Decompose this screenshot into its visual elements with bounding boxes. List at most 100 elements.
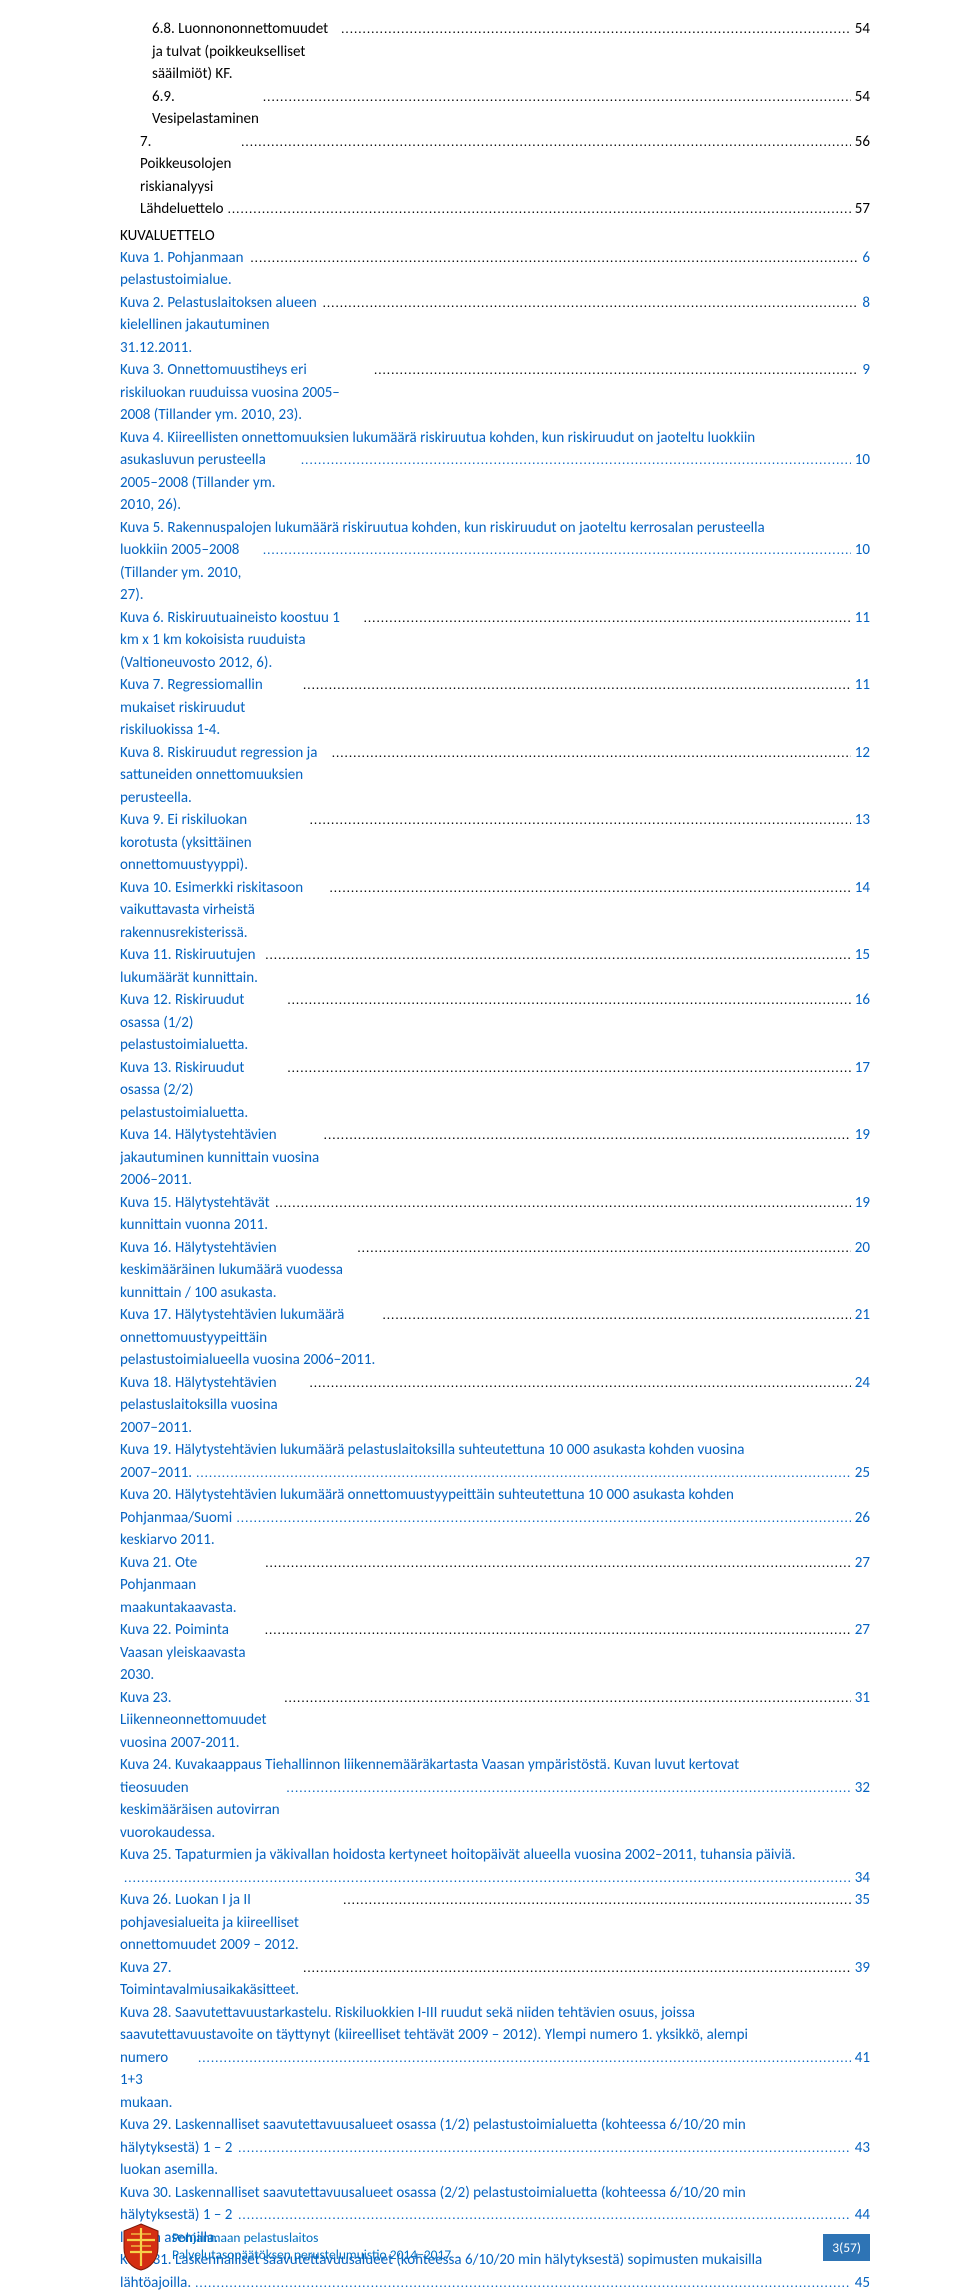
figure-entry[interactable]: Kuva 5. Rakennuspalojen lukumäärä riskir…: [120, 517, 870, 607]
figure-entry-label: Kuva 28. Saavutettavuustarkastelu. Riski…: [120, 2002, 870, 2025]
figure-entry-label: Kuva 16. Hälytystehtävien keskimääräinen…: [120, 1237, 353, 1305]
figure-entry-label: Kuva 9. Ei riskiluokan korotusta (yksitt…: [120, 809, 306, 877]
figure-entry[interactable]: Kuva 1. Pohjanmaan pelastustoimialue. 6: [120, 247, 870, 292]
kuvaluettelo-heading: KUVALUETTELO: [120, 227, 870, 245]
figure-entry-page: 43: [855, 2137, 870, 2160]
leader-dots: [250, 247, 858, 270]
figure-entry-label: Kuva 25. Tapaturmien ja väkivallan hoido…: [120, 1844, 870, 1867]
toc-entry-label: 6.9. Vesipelastaminen: [152, 86, 259, 131]
leader-dots: [382, 1304, 850, 1327]
figure-entry[interactable]: Kuva 2. Pelastuslaitoksen alueen kielell…: [120, 292, 870, 360]
footer-line1: Pohjanmaan pelastuslaitos: [172, 2230, 451, 2247]
figure-entry-label: Kuva 5. Rakennuspalojen lukumäärä riskir…: [120, 517, 870, 540]
figure-entry[interactable]: Kuva 21. Ote Pohjanmaan maakuntakaavasta…: [120, 1552, 870, 1620]
leader-dots: [238, 2137, 851, 2160]
leader-dots: [303, 674, 851, 697]
leader-dots: [275, 1192, 851, 1215]
figure-entry-page: 17: [855, 1057, 870, 1080]
figure-entry[interactable]: Kuva 11. Riskiruutujen lukumäärät kunnit…: [120, 944, 870, 989]
figure-entry-label: Kuva 12. Riskiruudut osassa (1/2) pelast…: [120, 989, 283, 1057]
toc-entry-page: 54: [855, 86, 870, 109]
figure-entry[interactable]: Kuva 22. Poiminta Vaasan yleiskaavasta 2…: [120, 1619, 870, 1687]
figure-entry[interactable]: Kuva 4. Kiireellisten onnettomuuksien lu…: [120, 427, 870, 517]
figure-entry-label: Kuva 6. Riskiruutuaineisto koostuu 1 km …: [120, 607, 360, 675]
footer-text: Pohjanmaan pelastuslaitos Palvelutasopää…: [172, 2230, 451, 2264]
figure-entry-label-cont: hälytyksestä) 1 – 2 luokan asemilla.: [120, 2137, 234, 2182]
toc-entry[interactable]: 6.9. Vesipelastaminen 54: [120, 86, 870, 131]
figure-entry[interactable]: Kuva 18. Hälytystehtävien pelastuslaitok…: [120, 1372, 870, 1440]
figure-entry[interactable]: Kuva 15. Hälytystehtävät kunnittain vuon…: [120, 1192, 870, 1237]
figure-entry[interactable]: Kuva 29. Laskennalliset saavutettavuusal…: [120, 2114, 870, 2182]
toc-entry[interactable]: 6.8. Luonnononnettomuudet ja tulvat (poi…: [120, 18, 870, 86]
leader-dots: [237, 1507, 851, 1530]
leader-dots: [198, 2047, 851, 2070]
figure-entry-page: 8: [862, 292, 870, 315]
figure-entry[interactable]: Kuva 13. Riskiruudut osassa (2/2) pelast…: [120, 1057, 870, 1125]
figure-entry-page: 10: [855, 449, 870, 472]
figure-entry[interactable]: Kuva 16. Hälytystehtävien keskimääräinen…: [120, 1237, 870, 1305]
figure-entry-label: Kuva 24. Kuvakaappaus Tiehallinnon liike…: [120, 1754, 870, 1777]
leader-dots: [343, 1889, 851, 1912]
figure-entry-label: Kuva 17. Hälytystehtävien lukumäärä onne…: [120, 1304, 378, 1372]
leader-dots: [324, 1124, 851, 1147]
figure-entry-label: Kuva 3. Onnettomuustiheys eri riskiluoka…: [120, 359, 370, 427]
figure-entry-page: 25: [855, 1462, 870, 1485]
leader-dots: [303, 1957, 851, 1980]
figure-entry-label-cont: tieosuuden keskimääräisen autovirran vuo…: [120, 1777, 282, 1845]
figure-entry[interactable]: Kuva 3. Onnettomuustiheys eri riskiluoka…: [120, 359, 870, 427]
figure-entry[interactable]: Kuva 17. Hälytystehtävien lukumäärä onne…: [120, 1304, 870, 1372]
toc-entry-page: 56: [855, 131, 870, 154]
figure-entry-page: 6: [862, 247, 870, 270]
figure-entry[interactable]: Kuva 20. Hälytystehtävien lukumäärä onne…: [120, 1484, 870, 1552]
figure-entry[interactable]: Kuva 27. Toimintavalmiusaikakäsitteet.39: [120, 1957, 870, 2002]
figure-entry-page: 14: [855, 877, 870, 900]
figure-entry-page: 26: [855, 1507, 870, 1530]
toc-entry[interactable]: 7. Poikkeusolojen riskianalyysi56: [120, 131, 870, 199]
toc-entry-label: Lähdeluettelo: [140, 198, 224, 221]
figure-entry[interactable]: Kuva 10. Esimerkki riskitasoon vaikuttav…: [120, 877, 870, 945]
figure-entry[interactable]: Kuva 28. Saavutettavuustarkastelu. Riski…: [120, 2002, 870, 2115]
figure-entry-label: Kuva 7. Regressiomallin mukaiset riskiru…: [120, 674, 299, 742]
footer-page-badge: 3(57): [823, 2234, 870, 2261]
figure-list: Kuva 1. Pohjanmaan pelastustoimialue.6Ku…: [120, 247, 870, 2294]
footer-line2: Palvelutasopäätöksen perustelumuistio 20…: [172, 2247, 451, 2264]
figure-entry-page: 24: [855, 1372, 870, 1395]
figure-entry[interactable]: Kuva 23. Liikenneonnettomuudet vuosina 2…: [120, 1687, 870, 1755]
leader-dots: [309, 1372, 850, 1395]
figure-entry-label: Kuva 26. Luokan I ja II pohjavesialueita…: [120, 1889, 339, 1957]
figure-entry-page: 35: [855, 1889, 870, 1912]
leader-dots: [241, 131, 851, 154]
figure-entry[interactable]: Kuva 12. Riskiruudut osassa (1/2) pelast…: [120, 989, 870, 1057]
figure-entry[interactable]: Kuva 25. Tapaturmien ja väkivallan hoido…: [120, 1844, 870, 1889]
figure-entry[interactable]: Kuva 24. Kuvakaappaus Tiehallinnon liike…: [120, 1754, 870, 1844]
figure-entry-label: Kuva 1. Pohjanmaan pelastustoimialue.: [120, 247, 246, 292]
figure-entry-page: 11: [855, 607, 870, 630]
figure-entry-page: 15: [855, 944, 870, 967]
leader-dots: [332, 742, 851, 765]
figure-entry[interactable]: Kuva 14. Hälytystehtävien jakautuminen k…: [120, 1124, 870, 1192]
figure-entry-page: 21: [855, 1304, 870, 1327]
figure-entry-label-cont: 2007−2011.: [120, 1462, 192, 1485]
figure-entry[interactable]: Kuva 9. Ei riskiluokan korotusta (yksitt…: [120, 809, 870, 877]
figure-entry-label-cont: luokkiin 2005–2008 (Tillander ym. 2010, …: [120, 539, 259, 607]
leader-dots: [265, 1619, 851, 1642]
leader-dots: [263, 539, 851, 562]
figure-entry[interactable]: Kuva 19. Hälytystehtävien lukumäärä pela…: [120, 1439, 870, 1484]
figure-entry-label-cont: Pohjanmaa/Suomi keskiarvo 2011.: [120, 1507, 233, 1552]
toc-entry[interactable]: Lähdeluettelo57: [120, 198, 870, 221]
figure-entry-page: 16: [855, 989, 870, 1012]
figure-entry[interactable]: Kuva 8. Riskiruudut regression ja sattun…: [120, 742, 870, 810]
figure-entry-page: 31: [855, 1687, 870, 1710]
figure-entry-label-cont: lähtöajoilla.: [120, 2272, 191, 2294]
figure-entry-label: Kuva 4. Kiireellisten onnettomuuksien lu…: [120, 427, 870, 450]
footer-left: Pohjanmaan pelastuslaitos Palvelutasopää…: [120, 2222, 451, 2272]
figure-entry[interactable]: Kuva 6. Riskiruutuaineisto koostuu 1 km …: [120, 607, 870, 675]
figure-entry[interactable]: Kuva 26. Luokan I ja II pohjavesialueita…: [120, 1889, 870, 1957]
figure-entry-page: 10: [855, 539, 870, 562]
leader-dots: [195, 2272, 851, 2294]
leader-dots: [357, 1237, 850, 1260]
figure-entry-page: 19: [855, 1124, 870, 1147]
figure-entry-page: 41: [855, 2047, 870, 2070]
figure-entry[interactable]: Kuva 7. Regressiomallin mukaiset riskiru…: [120, 674, 870, 742]
leader-dots: [301, 449, 851, 472]
